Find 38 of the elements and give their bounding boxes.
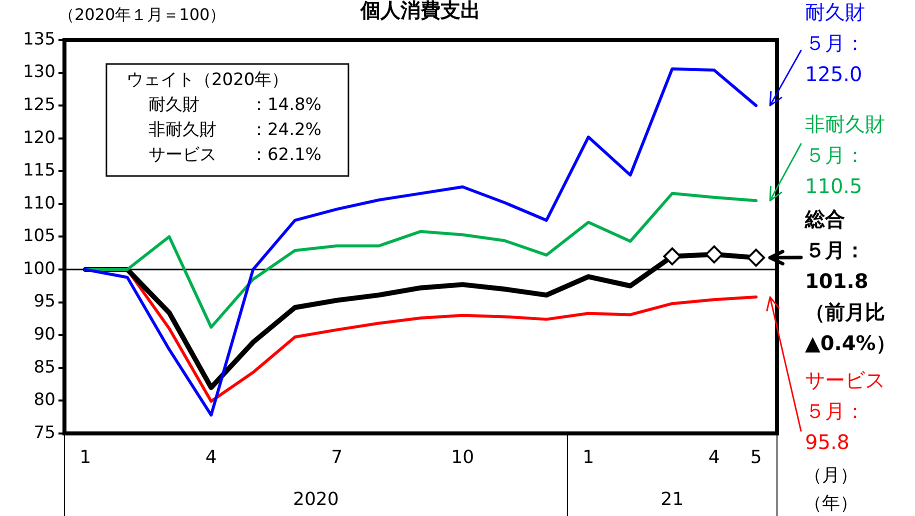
text: サービス <box>805 368 885 392</box>
text: 21 <box>660 489 684 510</box>
y-tick-label: 85 <box>34 357 56 378</box>
y-tick-label: 95 <box>34 292 56 312</box>
y-tick-label: 75 <box>34 422 56 443</box>
y-tick-label: 115 <box>22 160 56 181</box>
text: 2020 <box>293 489 339 510</box>
x-tick-label: 1 <box>80 446 92 468</box>
x-tick-label: 7 <box>331 446 343 468</box>
y-tick-label: 110 <box>22 193 56 214</box>
y-tick-label: 120 <box>22 128 56 148</box>
y-tick-label: 125 <box>22 94 56 115</box>
chart-title: 個人消費支出 <box>360 0 481 22</box>
y-tick-label: 100 <box>22 258 56 279</box>
x-tick-label: 1 <box>582 446 594 468</box>
text: 耐久財 <box>805 0 865 24</box>
y-tick-label: 80 <box>34 390 56 410</box>
x-tick-label: 4 <box>205 446 217 468</box>
annotation: ５月： 101.8 （前月比 ▲0.4%） <box>805 238 896 356</box>
text: 非耐久財 <box>805 112 885 136</box>
y-tick-label: 105 <box>22 226 56 246</box>
text: 総合 <box>804 207 845 232</box>
x-tick-label: 5 <box>750 446 762 468</box>
text: ５月： 95.8 <box>805 399 865 454</box>
text: （月） <box>804 465 858 486</box>
y-tick-label: 135 <box>22 29 56 50</box>
annotation: ５月： 110.5 <box>805 143 865 198</box>
annotation: 非耐久財 ：24.2% <box>148 120 322 140</box>
x-tick-label: 4 <box>708 446 720 468</box>
annotation: ウェイト（2020年） <box>126 70 289 90</box>
text: （年） <box>804 493 858 514</box>
x-tick-label: 10 <box>451 446 474 468</box>
y-tick-label: 130 <box>22 62 56 82</box>
y-axis-title: （2020年１月＝100） <box>58 5 226 24</box>
annotation: ５月： 125.0 <box>805 31 865 86</box>
annotation: 耐久財 ：14.8% <box>148 94 322 115</box>
y-tick-label: 90 <box>34 324 56 344</box>
annotation: サービス ：62.1% <box>148 144 322 165</box>
